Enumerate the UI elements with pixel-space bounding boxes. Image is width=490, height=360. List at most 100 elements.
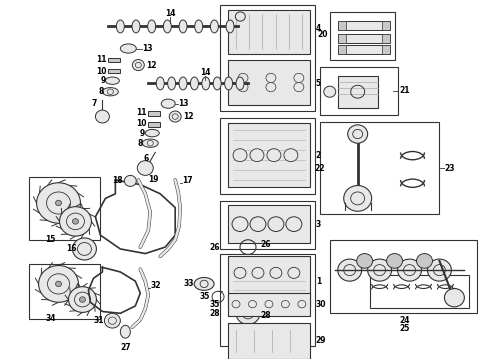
Text: 16: 16 <box>66 244 76 253</box>
Text: 14: 14 <box>165 9 175 18</box>
Ellipse shape <box>147 20 156 33</box>
Bar <box>28 264 100 319</box>
Text: 1: 1 <box>316 276 321 285</box>
Bar <box>108 58 121 62</box>
Ellipse shape <box>226 20 234 33</box>
Bar <box>148 122 160 127</box>
Ellipse shape <box>224 77 233 90</box>
Circle shape <box>294 82 304 92</box>
Ellipse shape <box>194 278 214 291</box>
Text: 10: 10 <box>136 120 147 129</box>
Circle shape <box>284 149 298 162</box>
Text: 28: 28 <box>260 311 270 320</box>
Circle shape <box>55 281 62 287</box>
Circle shape <box>387 253 403 268</box>
Bar <box>108 69 121 73</box>
Text: 23: 23 <box>444 163 455 172</box>
Circle shape <box>267 149 281 162</box>
Text: 9: 9 <box>140 129 145 138</box>
Circle shape <box>338 259 362 281</box>
Ellipse shape <box>236 77 244 90</box>
Ellipse shape <box>156 77 164 90</box>
Ellipse shape <box>213 77 221 90</box>
Circle shape <box>37 183 80 223</box>
Circle shape <box>236 302 260 324</box>
Text: 12: 12 <box>147 60 157 69</box>
Circle shape <box>55 200 62 206</box>
Circle shape <box>368 259 392 281</box>
Text: 7: 7 <box>91 99 97 108</box>
Bar <box>382 21 390 30</box>
Text: 29: 29 <box>316 336 326 345</box>
Ellipse shape <box>105 77 120 84</box>
Text: 21: 21 <box>399 86 410 95</box>
Circle shape <box>252 267 264 278</box>
Circle shape <box>250 149 264 162</box>
Ellipse shape <box>195 20 203 33</box>
Bar <box>228 205 310 243</box>
Bar <box>338 34 346 43</box>
Bar <box>220 5 315 111</box>
Bar <box>338 34 390 43</box>
Text: 3: 3 <box>316 220 321 229</box>
Bar <box>382 34 390 43</box>
Bar <box>228 323 310 359</box>
Ellipse shape <box>168 77 175 90</box>
Text: 24: 24 <box>399 316 410 325</box>
Text: 2: 2 <box>316 151 321 160</box>
Text: 11: 11 <box>96 55 106 64</box>
Circle shape <box>235 12 245 21</box>
Text: 26: 26 <box>260 240 270 249</box>
Ellipse shape <box>145 130 159 137</box>
Text: 18: 18 <box>112 176 122 185</box>
Text: 13: 13 <box>178 99 189 108</box>
Text: 26: 26 <box>210 243 220 252</box>
Bar <box>228 10 310 54</box>
Text: 35: 35 <box>210 300 220 309</box>
Bar <box>228 256 310 307</box>
Bar <box>148 111 160 116</box>
Circle shape <box>132 59 144 71</box>
Text: 33: 33 <box>184 279 194 288</box>
Ellipse shape <box>132 20 140 33</box>
Text: 30: 30 <box>316 300 326 309</box>
Circle shape <box>73 219 78 224</box>
Text: 6: 6 <box>143 154 148 163</box>
Bar <box>338 76 378 108</box>
Bar <box>228 123 310 187</box>
Ellipse shape <box>121 44 136 53</box>
Text: 17: 17 <box>182 176 193 185</box>
Ellipse shape <box>102 87 119 96</box>
Circle shape <box>39 266 78 302</box>
Text: 22: 22 <box>314 163 325 172</box>
Text: 8: 8 <box>138 139 143 148</box>
Ellipse shape <box>142 139 158 147</box>
Bar <box>220 291 315 327</box>
Text: 20: 20 <box>317 30 328 39</box>
Text: 19: 19 <box>148 175 159 184</box>
Circle shape <box>294 73 304 82</box>
Text: 32: 32 <box>150 281 161 290</box>
Circle shape <box>348 125 368 143</box>
Circle shape <box>124 175 136 186</box>
Circle shape <box>324 86 336 97</box>
Circle shape <box>343 185 371 211</box>
Bar <box>330 12 394 59</box>
Circle shape <box>79 297 85 302</box>
Ellipse shape <box>161 99 175 108</box>
Text: 9: 9 <box>100 76 105 85</box>
Ellipse shape <box>163 20 172 33</box>
Circle shape <box>266 73 276 82</box>
Bar <box>338 21 346 30</box>
Ellipse shape <box>210 20 219 33</box>
Ellipse shape <box>121 325 130 338</box>
Bar <box>220 253 315 346</box>
Circle shape <box>270 267 282 278</box>
Text: 5: 5 <box>316 79 321 88</box>
Bar <box>338 45 346 54</box>
Circle shape <box>444 288 465 307</box>
Text: 15: 15 <box>46 235 56 244</box>
Bar <box>320 122 440 214</box>
Text: 35: 35 <box>200 292 210 301</box>
Circle shape <box>169 111 181 122</box>
